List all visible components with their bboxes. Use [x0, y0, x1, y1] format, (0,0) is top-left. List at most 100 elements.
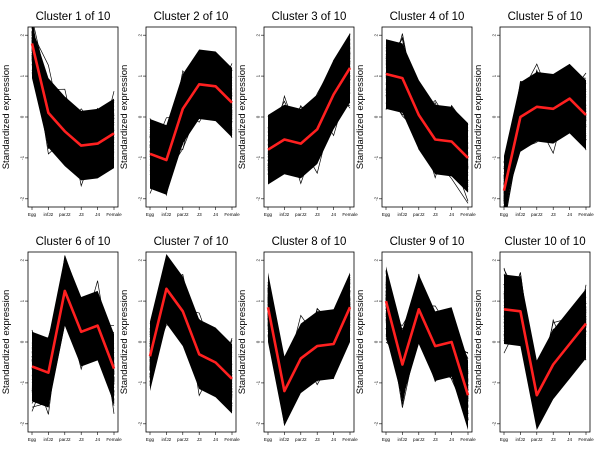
- gene-profile-line: [31, 54, 115, 173]
- x-tick-label: J4: [213, 437, 218, 442]
- x-tick-label: Egg: [28, 437, 37, 442]
- y-tick-label: 1: [138, 299, 143, 302]
- x-tick-label: J3: [79, 212, 84, 217]
- x-tick-label: Egg: [500, 437, 509, 442]
- gene-profile-line: [385, 66, 469, 190]
- y-axis-label: Standardized expression: [119, 65, 130, 170]
- y-tick-label: -1: [492, 380, 497, 385]
- y-axis-label: Standardized expression: [355, 290, 366, 395]
- gene-profile-line: [149, 70, 233, 178]
- profile-density: [386, 266, 468, 430]
- gene-profile-line: [149, 65, 233, 190]
- cluster-mean-line: [502, 97, 587, 191]
- x-tick-label: infJ2: [280, 212, 290, 217]
- plot-area: -2 -1 0 1 2 Egg infJ2 parJ2 J3 J4 Female: [138, 251, 240, 442]
- x-tick-label: J4: [331, 212, 336, 217]
- gene-profile-line: [385, 78, 469, 171]
- y-tick-label: -1: [374, 155, 379, 160]
- y-tick-label: -1: [20, 380, 25, 385]
- gene-profile-line: [31, 322, 115, 405]
- x-tick-label: infJ2: [398, 437, 408, 442]
- y-tick-label: 0: [256, 340, 261, 343]
- y-tick-label: 1: [492, 74, 497, 77]
- panel-title: Cluster 5 of 10: [508, 11, 583, 23]
- y-tick-label: 0: [138, 115, 143, 118]
- gene-profile-lines: [503, 267, 587, 430]
- gene-profile-line: [149, 49, 233, 155]
- y-tick-label: 1: [20, 74, 25, 77]
- gene-profile-line: [385, 302, 469, 402]
- x-tick-label: J3: [79, 437, 84, 442]
- x-tick-label: J3: [551, 437, 556, 442]
- y-tick-label: -1: [256, 380, 261, 385]
- gene-profile-line: [267, 70, 351, 162]
- gene-profile-line: [267, 79, 351, 155]
- gene-profile-line: [267, 291, 351, 401]
- y-tick-label: 2: [256, 33, 261, 36]
- panel-cluster-4: Cluster 4 of 10 Standardized expression …: [355, 11, 476, 217]
- y-tick-label: -2: [492, 421, 497, 426]
- panel-cluster-10: Cluster 10 of 10 Standardized expression…: [473, 236, 594, 442]
- x-tick-label: infJ2: [44, 212, 54, 217]
- gene-profile-line: [503, 284, 587, 394]
- x-tick-label: J4: [567, 437, 572, 442]
- y-tick-label: 2: [374, 33, 379, 36]
- x-tick-label: J4: [331, 437, 336, 442]
- y-tick-label: 1: [374, 74, 379, 77]
- gene-profile-line: [149, 280, 233, 390]
- gene-profile-line: [503, 81, 587, 185]
- y-axis-label: Standardized expression: [473, 290, 484, 395]
- y-tick-label: 0: [20, 115, 25, 118]
- gene-profile-line: [503, 304, 587, 373]
- gene-profile-line: [503, 89, 587, 199]
- gene-profile-line: [31, 32, 115, 159]
- y-tick-label: 0: [492, 115, 497, 118]
- cluster-mean-line: [266, 306, 352, 393]
- plot-area: -2 -1 0 1 2 Egg infJ2 parJ2 J3 J4 Female: [20, 26, 122, 217]
- y-axis-label: Standardized expression: [119, 290, 130, 395]
- gene-profile-line: [267, 66, 351, 147]
- gene-profile-lines: [31, 27, 115, 188]
- panel-cluster-9: Cluster 9 of 10 Standardized expression …: [355, 236, 476, 442]
- y-tick-label: 0: [20, 340, 25, 343]
- x-tick-label: infJ2: [398, 212, 408, 217]
- x-tick-label: parJ2: [59, 212, 71, 217]
- y-tick-label: -2: [492, 196, 497, 201]
- x-tick-label: Egg: [382, 437, 391, 442]
- y-tick-label: -2: [374, 196, 379, 201]
- y-axis-label: Standardized expression: [1, 290, 12, 395]
- gene-profile-line: [503, 275, 587, 404]
- gene-profile-line: [385, 68, 469, 149]
- gene-profile-line: [267, 290, 351, 418]
- gene-profile-lines: [267, 272, 351, 427]
- panel-cluster-1: Cluster 1 of 10 Standardized expression …: [1, 11, 122, 217]
- x-tick-label: parJ2: [413, 212, 425, 217]
- y-tick-label: 0: [256, 115, 261, 118]
- gene-profile-line: [149, 274, 233, 399]
- plot-area: -2 -1 0 1 2 Egg infJ2 parJ2 J3 J4 Female: [492, 26, 594, 217]
- x-tick-label: Female: [106, 212, 122, 217]
- panel-title: Cluster 7 of 10: [154, 236, 229, 248]
- gene-profile-line: [503, 279, 587, 387]
- x-tick-label: Female: [578, 212, 594, 217]
- gene-profile-lines: [503, 63, 587, 207]
- y-axis-label: Standardized expression: [237, 290, 248, 395]
- gene-profile-line: [31, 46, 115, 162]
- x-tick-label: J4: [95, 437, 100, 442]
- gene-profile-line: [503, 305, 587, 400]
- plot-area: -2 -1 0 1 2 Egg infJ2 parJ2 J3 J4 Female: [374, 26, 476, 217]
- x-tick-label: J4: [95, 212, 100, 217]
- panel-cluster-7: Cluster 7 of 10 Standardized expression …: [119, 236, 240, 442]
- gene-profile-line: [31, 299, 115, 394]
- panel-title: Cluster 8 of 10: [272, 236, 347, 248]
- x-tick-label: Egg: [264, 212, 273, 217]
- gene-profile-line: [385, 94, 469, 164]
- x-tick-label: parJ2: [295, 437, 307, 442]
- gene-profile-line: [503, 279, 587, 406]
- gene-profile-line: [385, 298, 469, 398]
- y-tick-label: 1: [492, 299, 497, 302]
- cluster-mean-line: [149, 83, 233, 162]
- x-tick-label: Egg: [382, 212, 391, 217]
- y-tick-label: -2: [20, 196, 25, 201]
